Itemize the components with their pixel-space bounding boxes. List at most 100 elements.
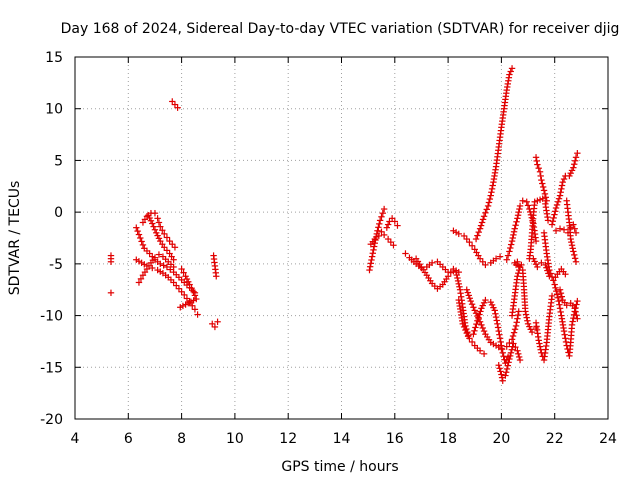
data-point — [556, 286, 564, 293]
data-point — [182, 273, 189, 280]
data-point-dense — [212, 269, 220, 277]
data-point-dense — [376, 220, 383, 228]
y-axis-label: SDTVAR / TECUs — [7, 181, 23, 296]
data-point-dense — [442, 266, 449, 273]
data-point — [151, 209, 159, 217]
x-tick-label: 6 — [124, 431, 133, 447]
data-point — [194, 311, 201, 318]
data-point-dense — [490, 304, 497, 311]
data-point-dense — [567, 232, 574, 239]
data-point-dense — [368, 256, 375, 264]
data-point-dense — [482, 209, 489, 217]
data-point — [499, 377, 506, 384]
data-point-dense — [464, 289, 471, 296]
data-point — [539, 195, 546, 202]
x-axis-label: GPS time / hours — [281, 459, 398, 475]
data-point-dense — [155, 219, 163, 226]
data-point-dense — [167, 276, 175, 284]
data-point-dense — [155, 235, 163, 242]
data-point-dense — [185, 278, 192, 285]
data-point-dense — [141, 261, 148, 268]
data-point-dense — [150, 223, 157, 230]
data-point-dense — [515, 208, 522, 216]
data-point-dense — [502, 369, 510, 376]
data-point-dense — [495, 147, 502, 154]
data-point-dense — [157, 268, 164, 275]
data-point — [452, 268, 460, 276]
data-point-dense — [561, 299, 568, 306]
data-point-dense — [479, 324, 486, 332]
data-point-dense — [468, 300, 476, 308]
data-point — [499, 349, 506, 357]
data-point-dense — [568, 167, 576, 174]
data-point — [534, 263, 541, 271]
data-point — [380, 231, 388, 239]
data-point-dense — [421, 269, 429, 276]
data-point-dense — [169, 241, 176, 248]
data-point-dense — [147, 217, 155, 224]
data-point-dense — [489, 182, 496, 189]
data-point-dense — [485, 199, 493, 206]
data-points — [107, 65, 581, 384]
data-point-dense — [569, 245, 576, 252]
data-point-dense — [568, 242, 576, 249]
data-point-dense — [513, 218, 520, 225]
data-point-dense — [191, 292, 199, 299]
data-point-dense — [569, 302, 576, 309]
data-point-dense — [488, 185, 496, 193]
data-point-dense — [149, 257, 157, 264]
data-point-dense — [151, 226, 159, 233]
data-point-dense — [532, 234, 539, 241]
data-point-dense — [557, 189, 564, 196]
data-point-dense — [497, 368, 504, 375]
data-point — [555, 297, 562, 305]
data-point-dense — [452, 229, 460, 236]
data-point-dense — [370, 246, 377, 254]
data-point-dense — [477, 222, 485, 229]
data-point-dense — [475, 228, 482, 236]
data-point-dense — [183, 295, 191, 302]
data-point-dense — [427, 277, 434, 284]
data-point-dense — [558, 185, 565, 193]
data-point-dense — [492, 166, 499, 173]
x-tick-label: 10 — [226, 431, 244, 447]
data-point-dense — [178, 288, 185, 295]
data-point-dense — [188, 284, 195, 292]
data-point-dense — [562, 335, 569, 342]
data-point-dense — [505, 74, 513, 81]
data-point-dense — [564, 205, 571, 212]
data-point-dense — [454, 274, 461, 282]
data-point-dense — [521, 305, 529, 312]
data-point-dense — [179, 302, 187, 310]
data-point-dense — [510, 228, 518, 235]
y-tick-label: 5 — [54, 153, 63, 169]
data-point-dense — [488, 301, 496, 309]
data-point-dense — [370, 243, 378, 250]
data-point-dense — [556, 305, 564, 312]
data-point-dense — [541, 190, 549, 198]
x-tick-label: 4 — [71, 431, 80, 447]
data-point-dense — [534, 333, 542, 341]
data-point-dense — [510, 231, 517, 239]
data-point-dense — [529, 215, 537, 222]
data-point-dense — [557, 308, 564, 316]
data-point — [153, 229, 160, 237]
data-point-dense — [545, 263, 553, 270]
data-point — [467, 297, 474, 305]
data-point-dense — [495, 327, 502, 335]
data-point — [572, 229, 580, 237]
data-point — [511, 225, 518, 232]
data-point-dense — [490, 340, 497, 348]
data-point — [471, 307, 478, 314]
data-point — [178, 265, 185, 273]
data-point-dense — [509, 234, 516, 242]
data-point — [149, 264, 156, 272]
data-point-dense — [146, 214, 153, 222]
data-point-dense — [553, 287, 560, 295]
data-point-dense — [506, 352, 514, 360]
data-point — [163, 263, 171, 271]
data-point-dense — [471, 327, 478, 335]
data-point-dense — [524, 317, 531, 324]
data-point-dense — [367, 260, 375, 267]
data-point-dense — [507, 241, 515, 248]
